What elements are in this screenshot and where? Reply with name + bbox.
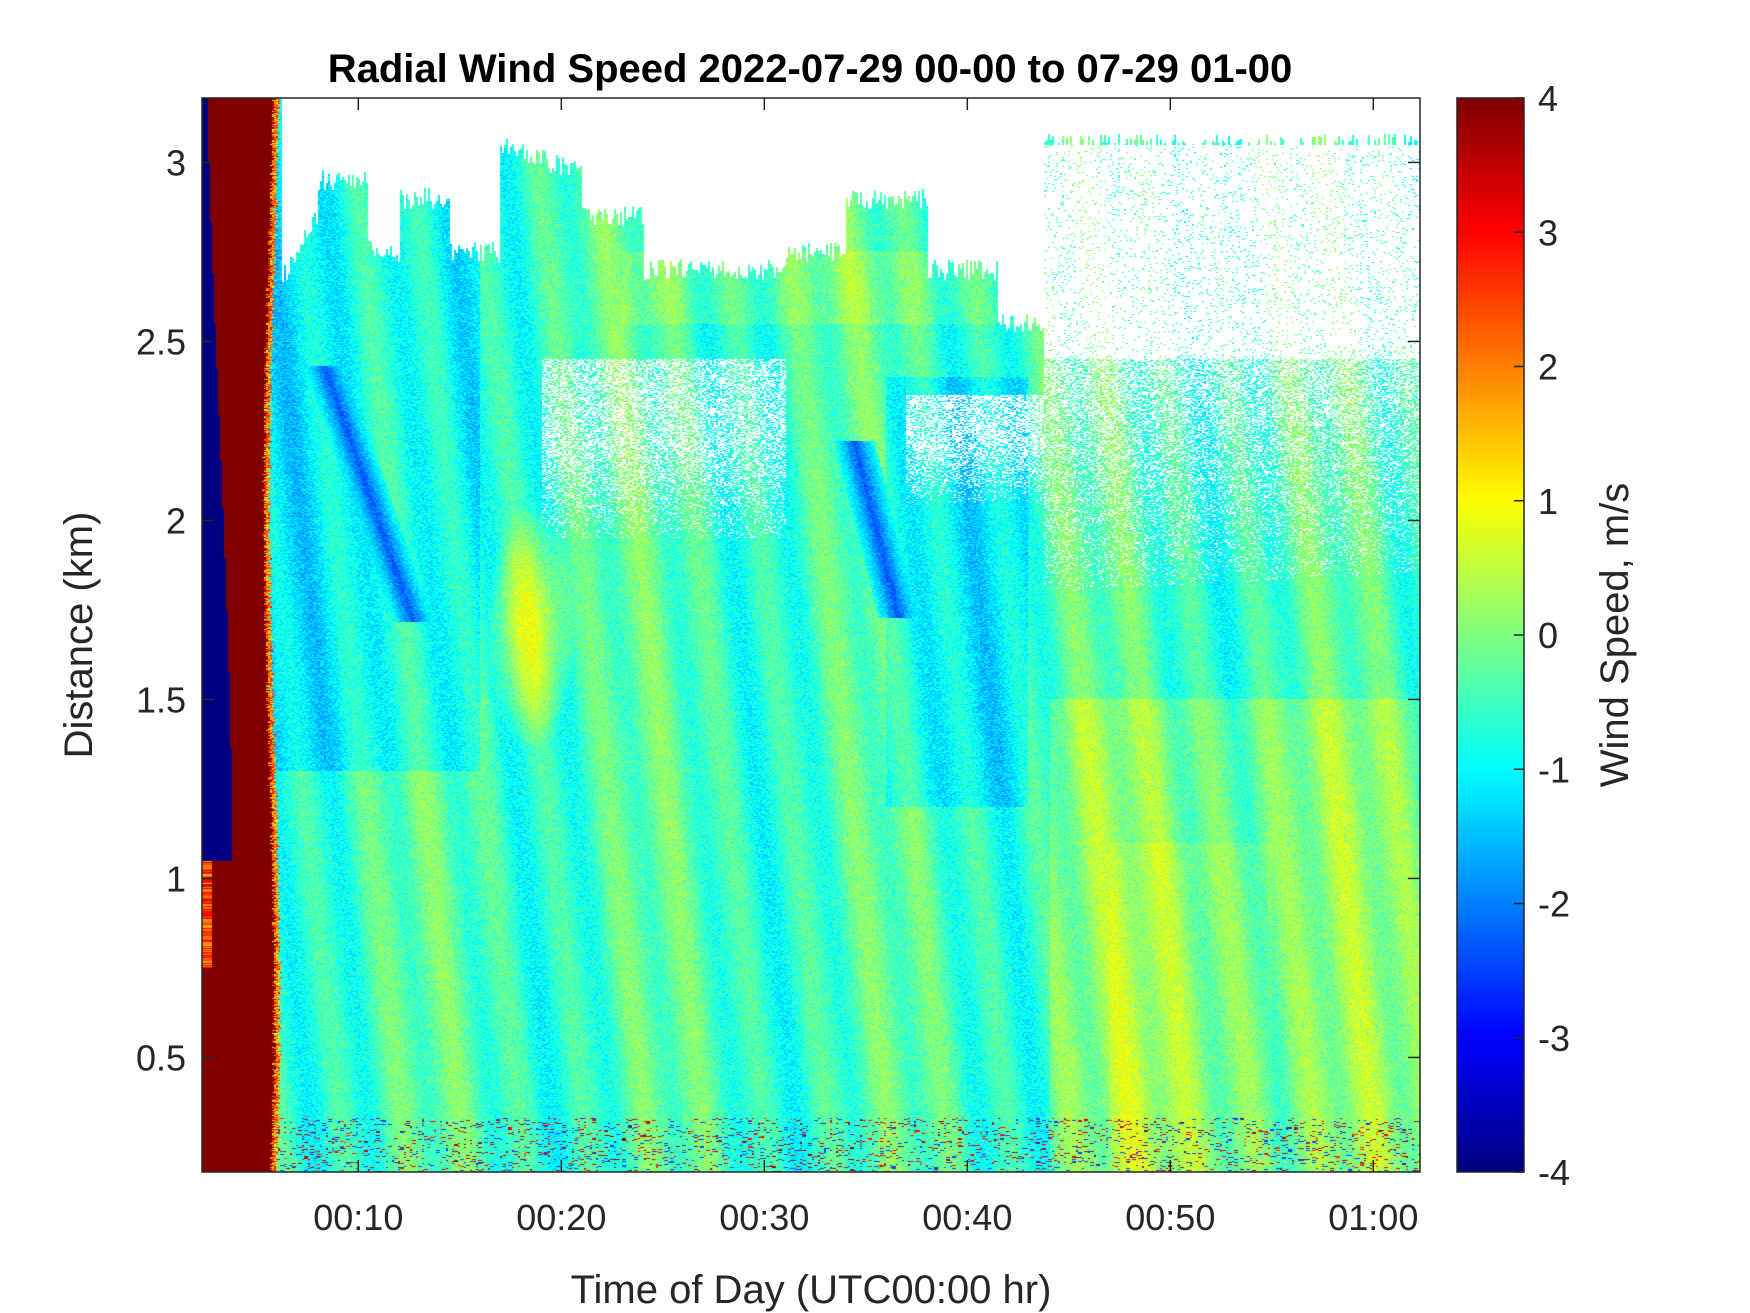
x-tick-label: 01:00: [1328, 1197, 1418, 1238]
colorbar-tick-label: 0: [1538, 615, 1558, 656]
y-tick-label: 3: [166, 142, 186, 183]
y-tick-label: 0.5: [136, 1037, 186, 1078]
y-tick-label: 2: [166, 500, 186, 541]
colorbar-tick-label: -4: [1538, 1152, 1570, 1193]
colorbar-tick-label: 1: [1538, 481, 1558, 522]
x-tick-label: 00:10: [313, 1197, 403, 1238]
x-axis-label: Time of Day (UTC00:00 hr): [571, 1268, 1052, 1312]
colorbar-tick-label: 2: [1538, 347, 1558, 388]
chart-title: Radial Wind Speed 2022-07-29 00-00 to 07…: [328, 47, 1293, 91]
colorbar-ticks: -4 -3 -2 -1 0 1 2 3 4: [1514, 78, 1570, 1193]
x-tick-label: 00:20: [516, 1197, 606, 1238]
x-tick-label: 00:40: [922, 1197, 1012, 1238]
colorbar-label: Wind Speed, m/s: [1593, 483, 1637, 788]
heatmap-area: [202, 98, 1420, 1172]
plot-frame: [201, 97, 1421, 1173]
colorbar-tick-label: 3: [1538, 212, 1558, 253]
y-axis: 0.5 1 1.5 2 2.5 3: [136, 142, 1420, 1078]
x-tick-label: 00:50: [1125, 1197, 1215, 1238]
colorbar: [1457, 98, 1524, 1172]
colorbar-tick-label: -3: [1538, 1018, 1570, 1059]
colorbar-tick-label: 4: [1538, 78, 1558, 119]
y-tick-label: 2.5: [136, 321, 186, 362]
y-axis-label: Distance (km): [57, 512, 101, 759]
x-axis: 00:10 00:20 00:30 00:40 00:50 01:00: [313, 98, 1418, 1238]
y-tick-label: 1: [166, 858, 186, 899]
colorbar-tick-label: -1: [1538, 749, 1570, 790]
colorbar-tick-label: -2: [1538, 884, 1570, 925]
x-tick-label: 00:30: [719, 1197, 809, 1238]
y-tick-label: 1.5: [136, 679, 186, 720]
